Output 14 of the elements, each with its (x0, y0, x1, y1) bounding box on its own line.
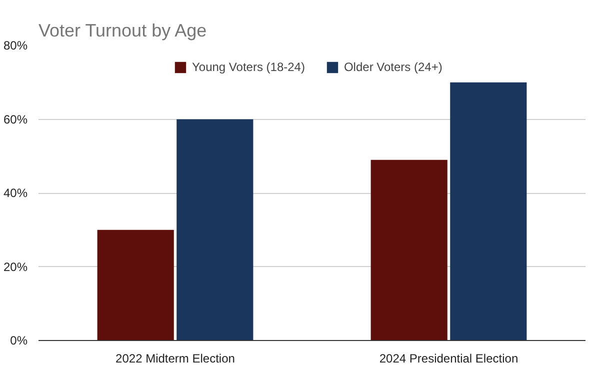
bar (176, 119, 254, 340)
y-tick-label: 40% (3, 186, 28, 200)
x-tick-label: 2024 Presidential Election (379, 352, 518, 366)
y-tick-label: 0% (10, 334, 28, 348)
legend-label: Older Voters (24+) (344, 60, 442, 74)
bar (370, 160, 448, 340)
y-tick-label: 20% (3, 260, 28, 274)
y-tick-label: 60% (3, 112, 28, 126)
x-tick-label: 2022 Midterm Election (116, 352, 235, 366)
legend-label: Young Voters (18-24) (192, 60, 305, 74)
bar (97, 230, 174, 340)
y-tick-label: 80% (3, 38, 28, 52)
chart-title: Voter Turnout by Age (38, 20, 207, 40)
bar (450, 82, 527, 340)
